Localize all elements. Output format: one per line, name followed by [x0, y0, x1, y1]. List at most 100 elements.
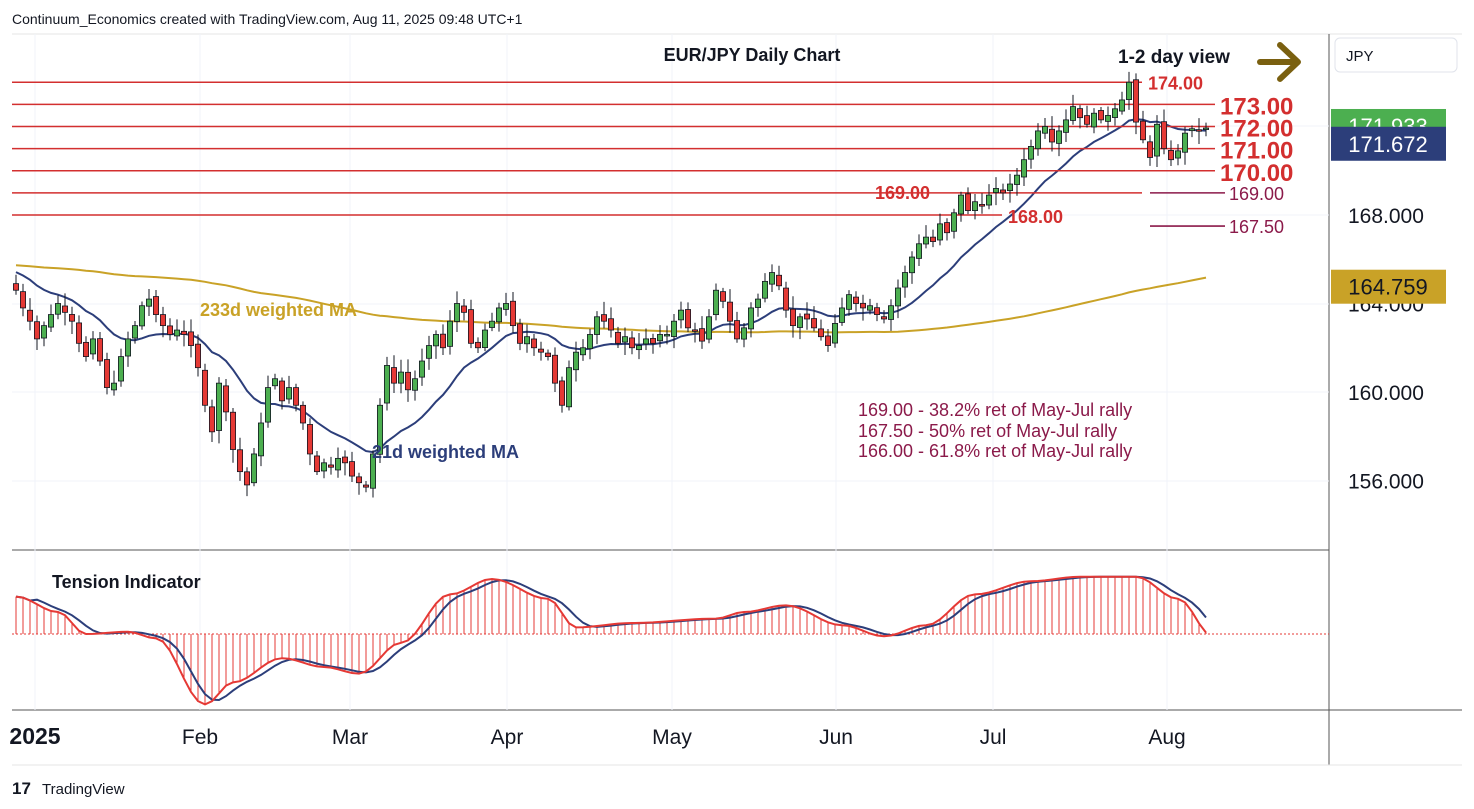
candle [517, 318, 524, 351]
candle [439, 324, 446, 355]
annotation-50: 167.50 - 50% ret of May-Jul rally [858, 421, 1117, 441]
candle-body [601, 314, 608, 322]
grid-lines [12, 34, 1329, 710]
candle [727, 289, 734, 333]
candle-body [390, 367, 397, 384]
candle-body [285, 387, 292, 400]
candle-body [629, 337, 636, 349]
candle [552, 347, 559, 392]
candle-body [278, 380, 285, 402]
candle [1021, 148, 1028, 187]
candle-body [811, 318, 818, 329]
candle-body [909, 256, 916, 274]
candle [713, 283, 720, 321]
candle [250, 447, 257, 487]
candle-body [404, 371, 411, 391]
candle [390, 355, 397, 394]
candle [125, 331, 132, 367]
candle-body [243, 471, 250, 486]
candle-body [762, 280, 769, 299]
candle [797, 313, 804, 340]
candle [159, 306, 166, 338]
candle-body [76, 322, 83, 344]
candle [937, 213, 944, 246]
candle-body [839, 307, 846, 323]
candle-body [166, 325, 173, 335]
candle [1007, 173, 1014, 203]
candle-body [411, 378, 418, 391]
candle [860, 294, 867, 321]
candle-body [1182, 132, 1189, 153]
candle [762, 273, 769, 303]
time-axis[interactable]: 2025 Feb Mar Apr May Jun Jul Aug [9, 723, 1185, 749]
candle [1140, 110, 1147, 144]
level-171.00: 171.00 [12, 138, 1293, 165]
candle-body [83, 341, 90, 357]
candle [208, 399, 215, 442]
candle-body [1196, 129, 1203, 132]
price-badge-label: 164.759 [1348, 275, 1428, 300]
ma21-label: 21d weighted MA [372, 442, 519, 462]
candle [1168, 140, 1175, 166]
candle-body [727, 301, 734, 322]
candle [201, 363, 208, 413]
price-badge-label: 171.672 [1348, 132, 1428, 157]
price-axis[interactable]: 168.000164.000160.000156.000171.933171.6… [1331, 108, 1446, 494]
price-badge: 164.759 [1331, 269, 1446, 304]
candle-body [55, 303, 62, 315]
candle [1014, 168, 1021, 196]
candle-body [755, 298, 762, 308]
candle-body [34, 321, 41, 340]
candle-body [643, 338, 650, 345]
candle-body [271, 378, 278, 387]
candle [1189, 125, 1196, 138]
candle [818, 319, 825, 341]
candle-body [790, 308, 797, 327]
level-label: 168.00 [1008, 207, 1063, 227]
candle-body [566, 367, 573, 408]
candle [720, 287, 727, 309]
y-tick-label: 156.000 [1348, 471, 1424, 494]
candle [257, 412, 264, 467]
tension-indicator [12, 575, 1329, 706]
candle [1063, 109, 1070, 142]
candle [573, 341, 580, 382]
candle [699, 316, 706, 349]
chart-title: EUR/JPY Daily Chart [664, 45, 841, 65]
candle [1028, 139, 1035, 169]
candle-body [923, 236, 930, 245]
candle-body [264, 387, 271, 423]
candle [222, 378, 229, 422]
candle [118, 348, 125, 387]
currency-selector[interactable]: JPY [1334, 37, 1458, 73]
candle [629, 331, 636, 355]
ma21-line [15, 118, 1207, 454]
chart-frame [12, 33, 1462, 766]
annotation-61: 166.00 - 61.8% ret of May-Jul rally [858, 441, 1132, 461]
currency-label: JPY [1346, 48, 1374, 65]
candle [19, 283, 26, 317]
ma21-layer [15, 118, 1207, 454]
candle [734, 311, 741, 343]
candle-body [138, 305, 145, 327]
candle-body [846, 294, 853, 310]
candle [145, 288, 152, 316]
candle [418, 348, 425, 386]
candle-body [1070, 106, 1077, 121]
level-172.00: 172.00 [12, 116, 1293, 143]
candle-body [509, 300, 516, 327]
price-badge-bg [1331, 269, 1446, 304]
candle [909, 251, 916, 284]
candle-body [257, 422, 264, 457]
candle-body [1035, 130, 1042, 150]
candle [951, 208, 958, 239]
candle-body [832, 323, 839, 344]
candle [446, 310, 453, 355]
candle [671, 313, 678, 349]
candle-body [622, 336, 629, 343]
candle-body [1189, 128, 1196, 132]
candle [76, 315, 83, 353]
candle [867, 298, 874, 315]
candle-body [531, 338, 538, 349]
